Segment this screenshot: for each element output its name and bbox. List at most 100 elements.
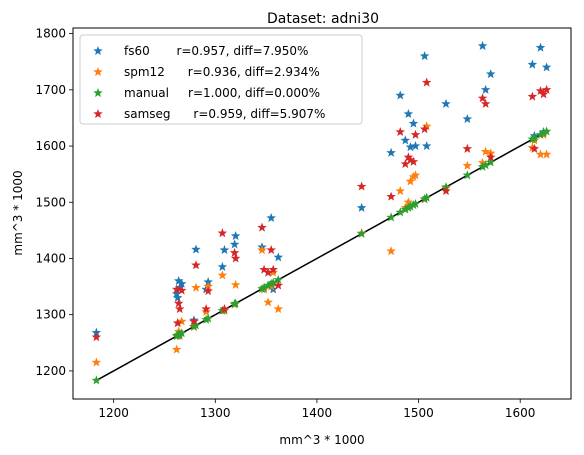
data-point-manual [386, 212, 396, 222]
data-point-spm12 [201, 306, 211, 316]
data-point-spm12 [266, 281, 276, 291]
data-point-samseg [441, 186, 451, 196]
data-point-manual [191, 320, 201, 330]
legend-label-samseg: samseg r=0.959, diff=5.907% [124, 107, 325, 121]
data-point-spm12 [230, 279, 241, 289]
data-point-fs60 [273, 252, 284, 262]
data-point-samseg [477, 93, 488, 103]
data-point-manual [203, 313, 213, 323]
data-point-manual [273, 274, 284, 284]
data-point-fs60 [462, 114, 473, 124]
data-point-samseg [527, 91, 538, 101]
legend-marker-spm12 [93, 67, 103, 77]
data-point-fs60 [480, 84, 491, 94]
data-point-spm12 [541, 149, 552, 159]
data-point-spm12 [217, 270, 228, 280]
data-point-samseg [480, 98, 491, 108]
y-tick-label: 1500 [35, 195, 66, 209]
data-point-manual [538, 128, 549, 138]
x-tick-label: 1300 [200, 406, 231, 420]
data-point-fs60 [230, 230, 241, 241]
data-point-spm12 [405, 176, 416, 186]
data-point-samseg [266, 245, 276, 255]
data-point-samseg [400, 159, 411, 169]
y-tick-label: 1700 [35, 83, 66, 97]
data-point-fs60 [410, 141, 421, 151]
data-point-fs60 [219, 245, 230, 255]
data-point-fs60 [527, 59, 538, 69]
axis-ticks: 1200 1300 1400 1500 1600 1200 1300 1400 1500 1600… [35, 27, 535, 420]
data-point-manual [189, 321, 199, 331]
data-point-spm12 [410, 170, 421, 180]
data-point-samseg [173, 298, 184, 308]
data-point-spm12 [171, 344, 182, 354]
data-point-samseg [538, 89, 549, 99]
series-spm12 [91, 121, 552, 367]
legend: fs60 r=0.957, diff=7.950% spm12 r=0.936, … [79, 34, 363, 125]
data-point-samseg [203, 286, 213, 296]
data-point-fs60 [405, 142, 416, 152]
data-point-spm12 [263, 297, 273, 307]
data-point-spm12 [257, 245, 267, 255]
data-point-samseg [257, 222, 267, 232]
legend-marker-manual [93, 88, 103, 98]
data-point-manual [419, 193, 430, 203]
data-point-samseg [230, 253, 241, 263]
data-point-fs60 [485, 69, 496, 79]
data-point-spm12 [273, 304, 284, 314]
data-point-manual [421, 192, 432, 202]
identity-line [96, 130, 547, 382]
data-point-spm12 [191, 282, 201, 292]
data-point-manual [408, 200, 419, 210]
data-point-spm12 [268, 267, 278, 277]
chart-title: Dataset: adni30 [267, 11, 379, 27]
data-point-samseg [356, 181, 367, 191]
y-tick-label: 1400 [35, 251, 66, 265]
data-point-fs60 [229, 239, 240, 249]
data-point-manual [541, 126, 552, 136]
data-point-manual [485, 157, 496, 167]
data-point-samseg [408, 156, 419, 166]
data-point-samseg [386, 191, 396, 201]
data-point-samseg [403, 152, 414, 162]
data-point-fs60 [541, 62, 552, 72]
x-tick-label: 1500 [403, 406, 434, 420]
data-point-samseg [191, 260, 201, 270]
legend-marker-fs60 [93, 46, 103, 56]
data-point-samseg [263, 267, 273, 277]
data-point-samseg [273, 280, 284, 290]
data-point-fs60 [191, 244, 201, 254]
legend-label-spm12: spm12 r=0.936, diff=2.934% [124, 65, 320, 79]
y-tick-label: 1300 [35, 308, 66, 322]
data-point-samseg [171, 284, 182, 294]
data-point-fs60 [395, 90, 406, 100]
data-point-fs60 [386, 147, 396, 157]
data-point-spm12 [421, 121, 432, 131]
data-point-fs60 [403, 109, 414, 119]
data-point-spm12 [403, 197, 414, 207]
data-point-spm12 [386, 246, 396, 256]
data-point-fs60 [421, 141, 432, 151]
data-point-samseg [541, 84, 552, 94]
data-point-samseg [485, 152, 496, 162]
data-point-fs60 [477, 40, 488, 51]
legend-marker-samseg [93, 109, 103, 119]
data-point-samseg [462, 143, 473, 153]
data-point-manual [535, 129, 546, 139]
data-point-manual [395, 207, 406, 217]
data-point-fs60 [174, 282, 185, 292]
series-manual [91, 126, 552, 385]
plot-area-frame [72, 27, 572, 400]
data-point-fs60 [171, 288, 182, 298]
data-point-fs60 [266, 213, 276, 223]
x-axis-label: mm^3 * 1000 [279, 433, 364, 447]
data-point-manual [400, 204, 411, 214]
data-point-fs60 [217, 261, 228, 271]
data-point-fs60 [419, 51, 430, 61]
data-point-manual [176, 328, 187, 338]
data-point-manual [529, 133, 540, 143]
data-point-manual [201, 314, 211, 324]
y-tick-label: 1600 [35, 139, 66, 153]
y-tick-label: 1200 [35, 364, 66, 378]
data-point-spm12 [535, 149, 546, 159]
